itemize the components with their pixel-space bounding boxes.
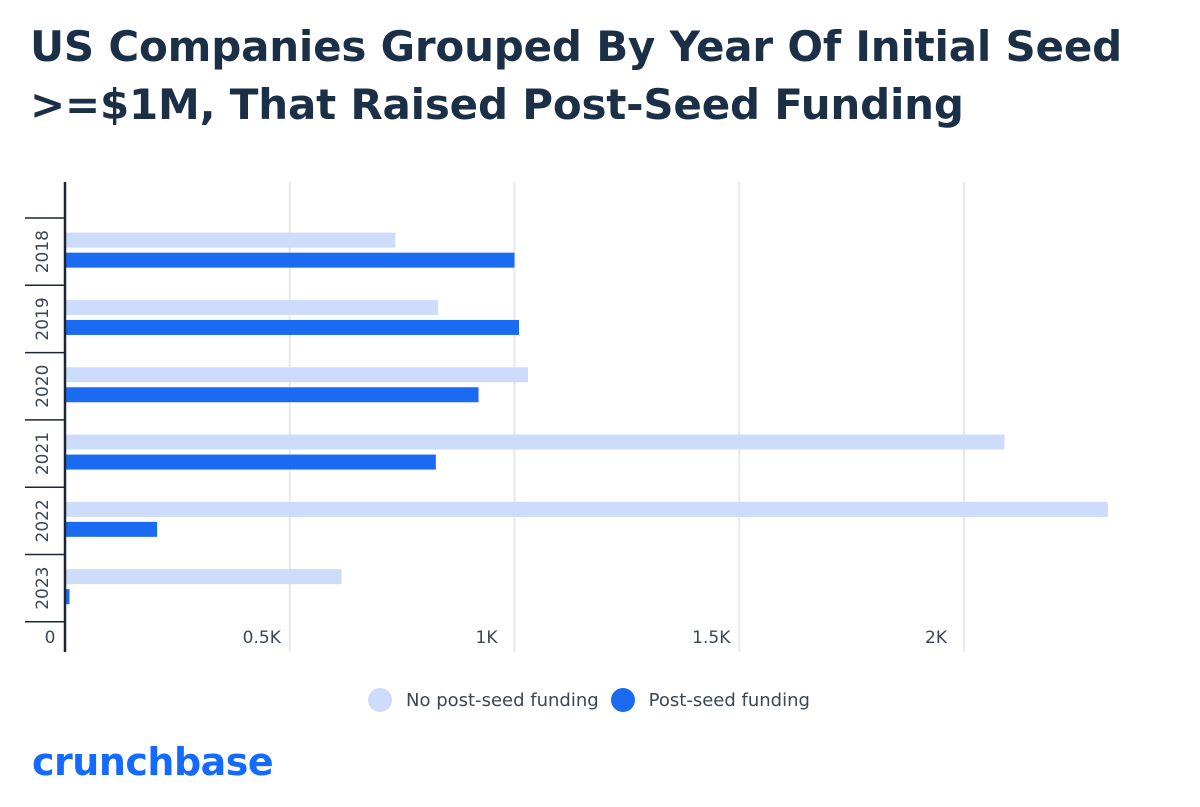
y-tick-label-2020: 2020 (33, 365, 53, 408)
bar-2023-no-post-seed (65, 569, 342, 585)
bar-2019-no-post-seed (65, 299, 439, 315)
bar-2018-no-post-seed (65, 232, 396, 248)
y-tick-label-2018: 2018 (33, 230, 53, 273)
x-tick-label-0.5K: 0.5K (243, 628, 282, 648)
y-tick-label-2021: 2021 (33, 432, 53, 475)
bar-2022-post-seed (65, 521, 158, 537)
bar-2020-post-seed (65, 387, 479, 403)
bar-chart: 2018 2019 2020 2021 2022 2023 0 0.5K 1K 1.5K 2K (25, 182, 1108, 652)
x-tick-label-1.5K: 1.5K (692, 628, 731, 648)
y-tick-label-2022: 2022 (33, 499, 53, 542)
crunchbase-logo: crunchbase (32, 740, 274, 784)
legend-label-no-post-seed: No post-seed funding (406, 689, 599, 711)
axes: 2018 2019 2020 2021 2022 2023 0 0.5K 1K 1.5K 2K (25, 182, 948, 652)
legend-label-post-seed: Post-seed funding (648, 689, 810, 711)
bars (65, 232, 1108, 605)
bar-2021-no-post-seed (65, 434, 1005, 450)
x-tick-label-0: 0 (45, 628, 56, 648)
legend-marker-post-seed (610, 688, 635, 712)
legend: No post-seed funding Post-seed funding (368, 688, 822, 712)
legend-item-no-post-seed: No post-seed funding (368, 688, 599, 712)
x-tick-label-1K: 1K (476, 628, 499, 648)
chart-title: US Companies Grouped By Year Of Initial … (30, 22, 1122, 129)
bar-2019-post-seed (65, 319, 519, 335)
bar-2021-post-seed (65, 454, 436, 470)
bar-2020-no-post-seed (65, 367, 528, 383)
x-tick-label-2K: 2K (925, 628, 948, 648)
gridlines (288, 182, 965, 652)
legend-marker-no-post-seed (368, 688, 392, 712)
y-tick-label-2023: 2023 (33, 567, 53, 610)
bar-2018-post-seed (65, 252, 515, 268)
bar-2022-no-post-seed (65, 501, 1108, 517)
y-tick-label-2019: 2019 (33, 297, 53, 340)
bar-2023-post-seed (65, 589, 70, 605)
legend-item-post-seed: Post-seed funding (610, 688, 810, 712)
